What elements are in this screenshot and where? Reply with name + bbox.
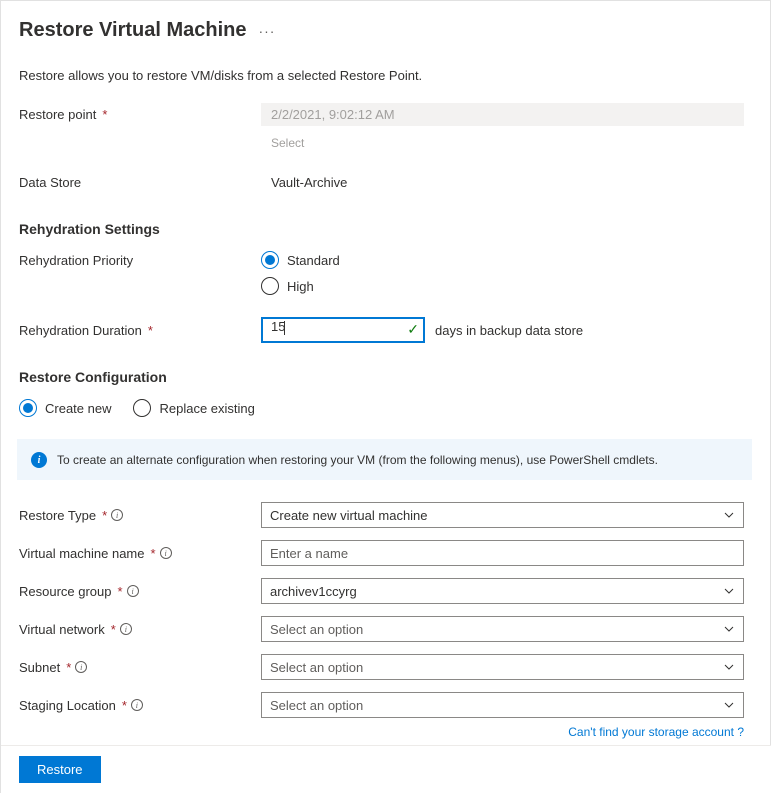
vm-name-input[interactable]: Enter a name — [261, 540, 744, 566]
rehydration-heading: Rehydration Settings — [19, 221, 744, 237]
virtual-network-label: Virtual network* i — [19, 622, 261, 637]
restore-type-label: Restore Type* i — [19, 508, 261, 523]
subnet-label: Subnet* i — [19, 660, 261, 675]
storage-account-help-link[interactable]: Can't find your storage account ? — [568, 725, 744, 739]
info-icon: i — [31, 452, 47, 468]
duration-suffix: days in backup data store — [435, 323, 583, 338]
info-icon[interactable]: i — [127, 585, 139, 597]
restore-point-value: 2/2/2021, 9:02:12 AM — [261, 103, 744, 126]
restore-type-select[interactable]: Create new virtual machine — [261, 502, 744, 528]
validation-check-icon: ✓ — [407, 321, 419, 338]
priority-high-radio[interactable]: High — [261, 277, 340, 295]
chevron-down-icon — [723, 699, 735, 711]
subnet-select[interactable]: Select an option — [261, 654, 744, 680]
vm-name-label: Virtual machine name* i — [19, 546, 261, 561]
restore-config-heading: Restore Configuration — [19, 369, 744, 385]
chevron-down-icon — [723, 661, 735, 673]
page-title: Restore Virtual Machine — [19, 19, 246, 42]
info-icon[interactable]: i — [131, 699, 143, 711]
radio-icon — [261, 251, 279, 269]
restore-vm-panel: Restore Virtual Machine ··· Restore allo… — [1, 1, 770, 743]
more-actions-icon[interactable]: ··· — [258, 23, 275, 39]
virtual-network-select[interactable]: Select an option — [261, 616, 744, 642]
data-store-label: Data Store — [19, 175, 261, 190]
priority-standard-radio[interactable]: Standard — [261, 251, 340, 269]
radio-icon — [261, 277, 279, 295]
replace-existing-radio[interactable]: Replace existing — [133, 399, 254, 417]
info-icon[interactable]: i — [75, 661, 87, 673]
staging-location-select[interactable]: Select an option — [261, 692, 744, 718]
resource-group-select[interactable]: archivev1ccyrg — [261, 578, 744, 604]
radio-icon — [19, 399, 37, 417]
restore-button[interactable]: Restore — [19, 756, 101, 783]
chevron-down-icon — [723, 509, 735, 521]
chevron-down-icon — [723, 585, 735, 597]
info-icon[interactable]: i — [160, 547, 172, 559]
footer: Restore — [1, 745, 771, 793]
rehydration-duration-input[interactable]: 15 — [261, 317, 425, 343]
radio-icon — [133, 399, 151, 417]
data-store-value: Vault-Archive — [261, 175, 347, 190]
info-icon[interactable]: i — [111, 509, 123, 521]
info-banner: i To create an alternate configuration w… — [17, 439, 752, 480]
restore-point-label: Restore point* — [19, 107, 261, 122]
chevron-down-icon — [723, 623, 735, 635]
resource-group-label: Resource group* i — [19, 584, 261, 599]
restore-point-select-link[interactable]: Select — [271, 136, 304, 150]
create-new-radio[interactable]: Create new — [19, 399, 111, 417]
rehydration-duration-label: Rehydration Duration* — [19, 323, 261, 338]
info-icon[interactable]: i — [120, 623, 132, 635]
rehydration-priority-label: Rehydration Priority — [19, 251, 261, 268]
intro-text: Restore allows you to restore VM/disks f… — [19, 68, 744, 83]
staging-location-label: Staging Location* i — [19, 698, 261, 713]
